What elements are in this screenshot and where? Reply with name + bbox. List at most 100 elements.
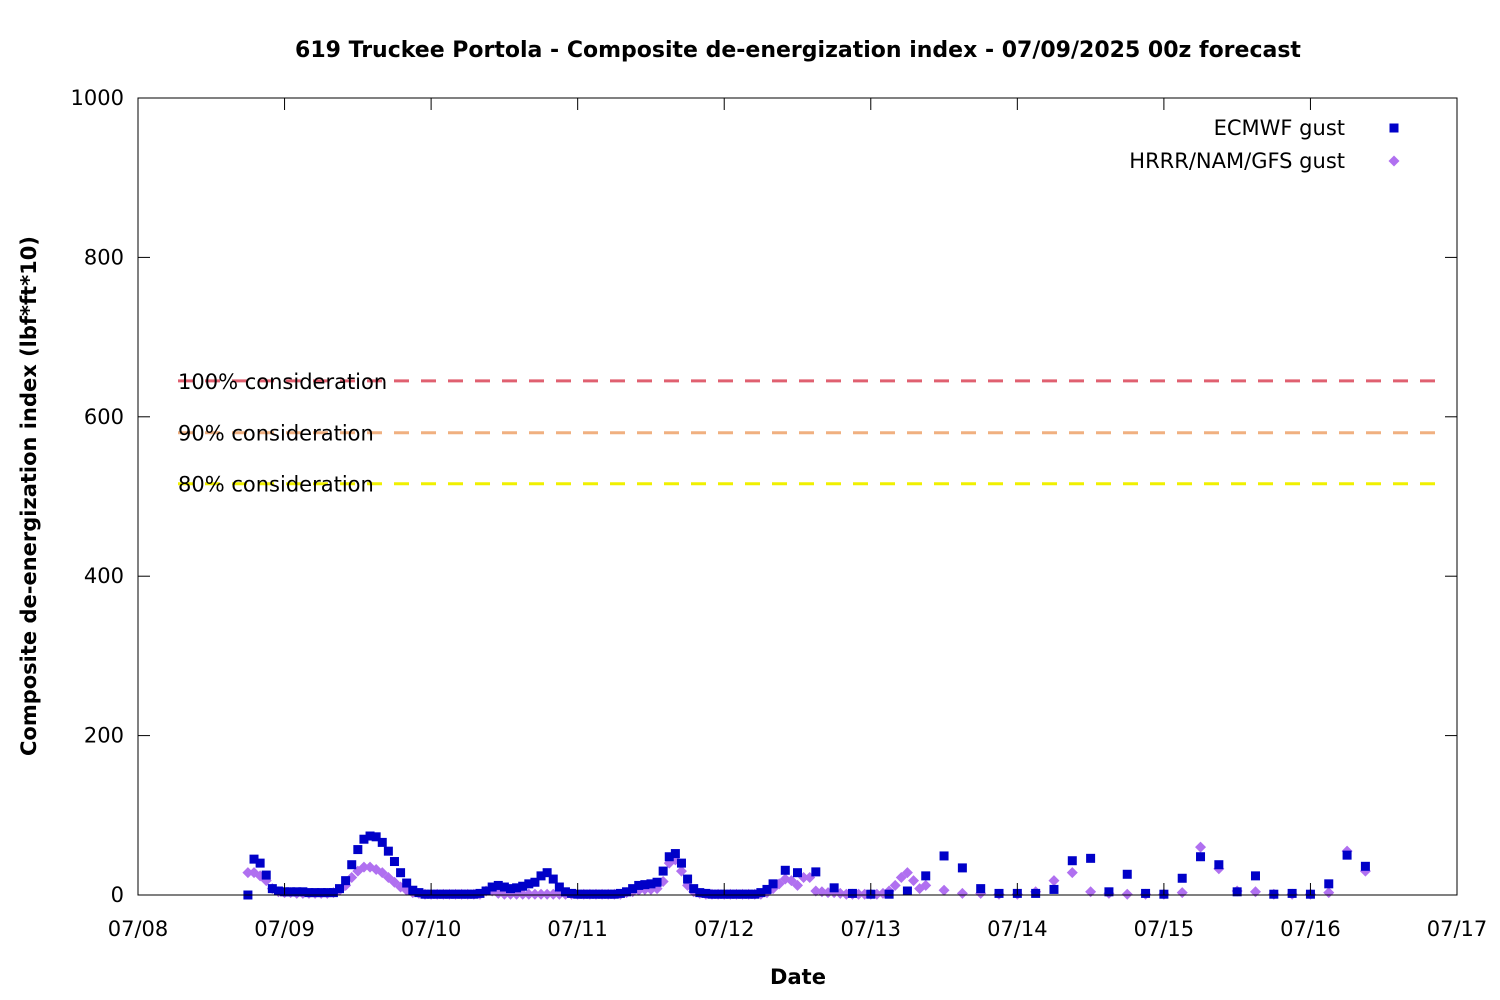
ecmwf-point [1067,856,1077,866]
hrrr-point [242,867,254,879]
ecmwf-point [1141,888,1151,898]
ecmwf-point [341,876,351,886]
hrrr-point [1323,887,1335,899]
legend-label: ECMWF gust [1214,116,1345,140]
ecmwf-point [451,889,461,899]
ecmwf-point [475,888,485,898]
x-tick-label: 07/09 [254,917,315,941]
ecmwf-point [505,884,515,894]
ecmwf-point [292,887,302,897]
ecmwf-point [725,889,735,899]
ecmwf-point [701,888,711,898]
ecmwf-point [304,888,314,898]
ecmwf-point [695,888,705,898]
hrrr-point [523,888,535,900]
ecmwf-point [1122,869,1132,879]
ecmwf-point [499,882,509,892]
ecmwf-point [1287,888,1297,898]
hrrr-point [529,888,541,900]
ecmwf-point [1360,861,1370,871]
ecmwf-point [359,834,369,844]
ecmwf-point [738,889,748,899]
ecmwf-point [1269,889,1279,899]
ecmwf-point [347,860,357,870]
ecmwf-point [554,882,564,892]
y-tick-label: 1000 [71,86,124,110]
hrrr-point [1249,886,1261,898]
ecmwf-point [469,889,479,899]
y-axis-label: Composite de-energization index (lbf*ft*… [17,236,41,756]
ecmwf-point [249,854,259,864]
ecmwf-point [524,879,534,889]
ecmwf-point [389,857,399,867]
ecmwf-point [383,846,393,856]
ecmwf-point [1177,873,1187,883]
ecmwf-point [1324,879,1334,889]
ecmwf-point [994,888,1004,898]
plot-frame [137,97,1458,896]
x-tick-label: 07/14 [987,917,1048,941]
ecmwf-point [622,887,632,897]
hrrr-point [535,888,547,900]
x-tick-label: 07/08 [108,917,169,941]
ecmwf-point [560,887,570,897]
ecmwf-point [731,889,741,899]
reference-line-label: 80% consideration [178,473,374,497]
ecmwf-point [652,877,662,887]
ecmwf-point [609,889,619,899]
ecmwf-point [689,884,699,894]
ecmwf-point [493,880,503,890]
ecmwf-point [1031,888,1041,898]
ecmwf-point [481,886,491,896]
x-tick-label: 07/15 [1134,917,1195,941]
hrrr-point [1085,886,1097,898]
ecmwf-point [322,888,332,898]
axes: 0 200 400 600 800 1000 07/08 07/09 07/10 07/11 07/… [71,86,1488,941]
hrrr-point [938,884,950,896]
ecmwf-point [1104,887,1114,897]
hrrr-point [541,888,553,900]
reference-lines: 100% consideration 90% consideration 80% c… [178,370,1442,497]
hrrr-point [1195,841,1207,853]
hrrr-point [1121,888,1133,900]
ecmwf-point [615,888,625,898]
ecmwf-point [463,889,473,899]
ecmwf-point [542,868,552,878]
ecmwf-point [768,879,778,889]
hrrr-point [901,867,913,879]
ecmwf-point [585,889,595,899]
ecmwf-point [1196,852,1206,862]
reference-line-label: 90% consideration [178,422,374,446]
ecmwf-point [829,883,839,893]
hrrr-point [358,861,370,873]
y-tick-label: 0 [111,883,124,907]
ecmwf-point [298,887,308,897]
ecmwf-point [658,866,668,876]
ecmwf-point [286,887,296,897]
ecmwf-point [1342,850,1352,860]
x-tick-label: 07/12 [694,917,755,941]
hrrr-point [248,867,260,879]
hrrr-point [675,865,687,877]
y-tick-label: 600 [84,405,124,429]
ecmwf-point [1250,871,1260,881]
ecmwf-point [603,889,613,899]
hrrr-point [1048,875,1060,887]
ecmwf-point [255,858,265,868]
ecmwf-point [536,871,546,881]
ecmwf-point [976,884,986,894]
ecmwf-point [267,884,277,894]
ecmwf-point [328,888,338,898]
ecmwf-point [457,889,467,899]
x-axis-label: Date [770,965,826,989]
ecmwf-point [438,889,448,899]
hrrr-point [1066,867,1078,879]
ecmwf-point [335,884,345,894]
y-tick-label: 400 [84,564,124,588]
ecmwf-point [444,889,454,899]
x-tick-label: 07/16 [1280,917,1341,941]
x-tick-label: 07/10 [401,917,462,941]
ecmwf-point [707,889,717,899]
ecmwf-point [628,884,638,894]
ecmwf-point [316,888,326,898]
